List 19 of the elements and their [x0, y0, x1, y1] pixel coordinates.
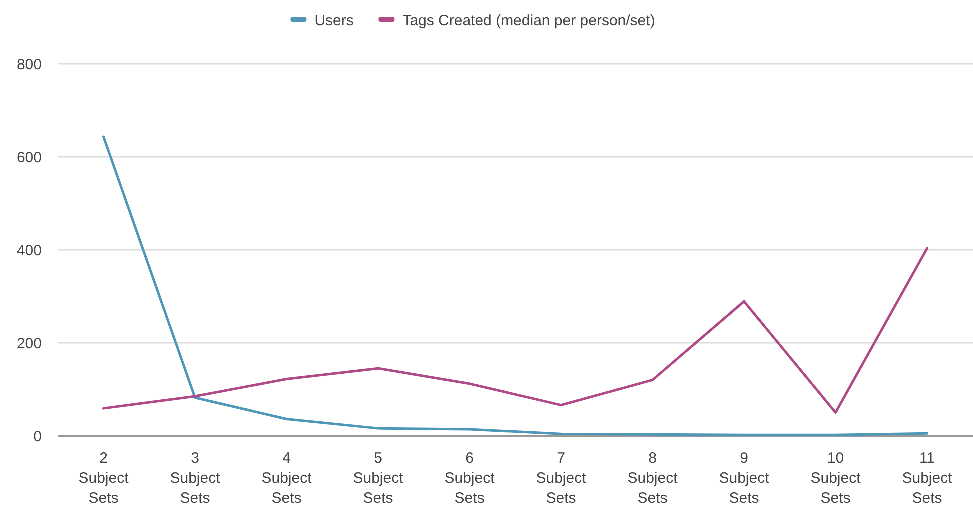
x-tick-label: 7 Subject Sets: [536, 450, 588, 507]
x-tick-label: 8 Subject Sets: [628, 450, 679, 507]
x-tick-label: 10 Subject Sets: [810, 450, 862, 507]
x-tick-label: 5 Subject Sets: [353, 450, 404, 507]
y-tick-label: 800: [16, 56, 42, 74]
x-tick-label: 11 Subject Sets: [902, 450, 954, 507]
y-tick-label: 400: [16, 242, 42, 260]
x-tick-label: 3 Subject Sets: [170, 450, 222, 507]
x-tick-label: 4 Subject Sets: [262, 450, 313, 507]
legend-label: Users: [314, 12, 354, 30]
x-tick-label: 2 Subject Sets: [78, 450, 130, 507]
y-tick-label: 0: [34, 428, 42, 446]
y-tick-label: 600: [16, 149, 42, 166]
x-tick-label: 6 Subject Sets: [444, 450, 496, 507]
legend-label: Tags Created (median per person/set): [402, 12, 656, 30]
line-series: [102, 247, 928, 414]
x-tick-label: 9 Subject Sets: [719, 450, 770, 507]
line-series: [102, 136, 928, 436]
y-tick-label: 200: [16, 335, 42, 352]
